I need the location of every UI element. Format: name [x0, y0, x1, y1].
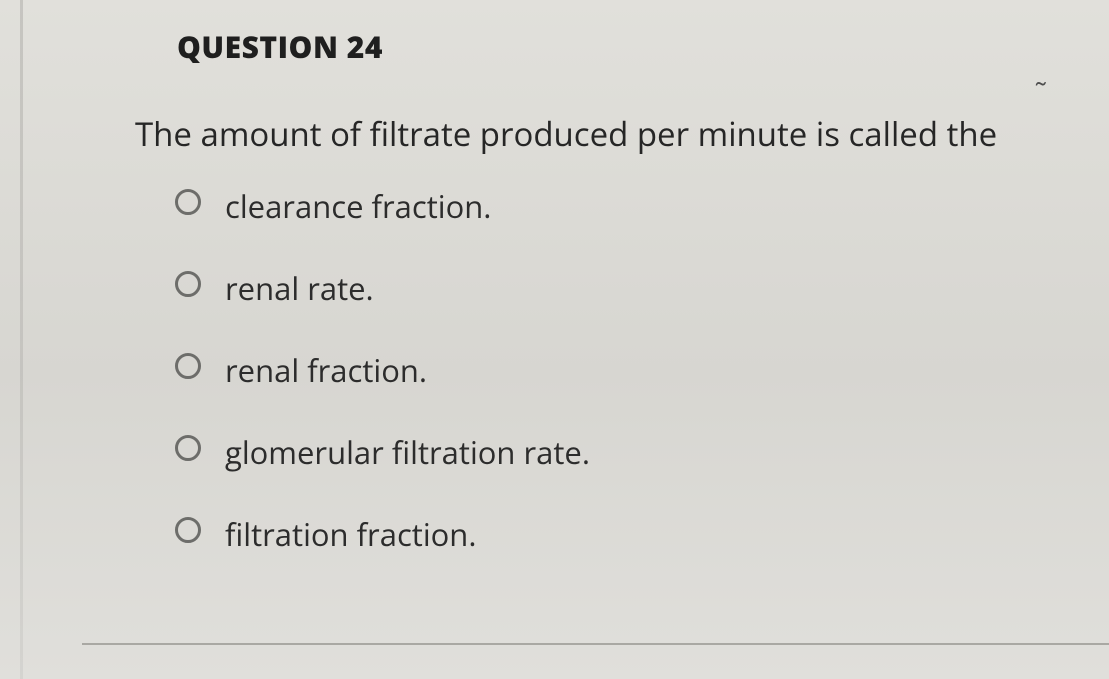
- option-row[interactable]: glomerular filtration rate.: [175, 432, 1079, 474]
- option-label: glomerular filtration rate.: [225, 432, 590, 474]
- radio-icon[interactable]: [175, 353, 201, 379]
- option-row[interactable]: renal rate.: [175, 268, 1079, 310]
- options-group: clearance fraction. renal rate. renal fr…: [175, 186, 1079, 556]
- bottom-divider: [82, 643, 1109, 645]
- question-card: ˜ QUESTION 24 The amount of filtrate pro…: [0, 0, 1109, 679]
- option-row[interactable]: filtration fraction.: [175, 514, 1079, 556]
- radio-icon[interactable]: [175, 271, 201, 297]
- question-prompt: The amount of filtrate produced per minu…: [135, 111, 1079, 156]
- option-label: filtration fraction.: [225, 514, 476, 556]
- radio-icon[interactable]: [175, 517, 201, 543]
- left-edge-shadow: [20, 0, 23, 679]
- option-row[interactable]: renal fraction.: [175, 350, 1079, 392]
- option-row[interactable]: clearance fraction.: [175, 186, 1079, 228]
- option-label: renal fraction.: [225, 350, 427, 392]
- radio-icon[interactable]: [175, 435, 201, 461]
- option-label: clearance fraction.: [225, 186, 491, 228]
- option-label: renal rate.: [225, 268, 374, 310]
- stray-mark: ˜: [1035, 74, 1047, 112]
- radio-icon[interactable]: [175, 189, 201, 215]
- question-title: QUESTION 24: [177, 26, 1079, 67]
